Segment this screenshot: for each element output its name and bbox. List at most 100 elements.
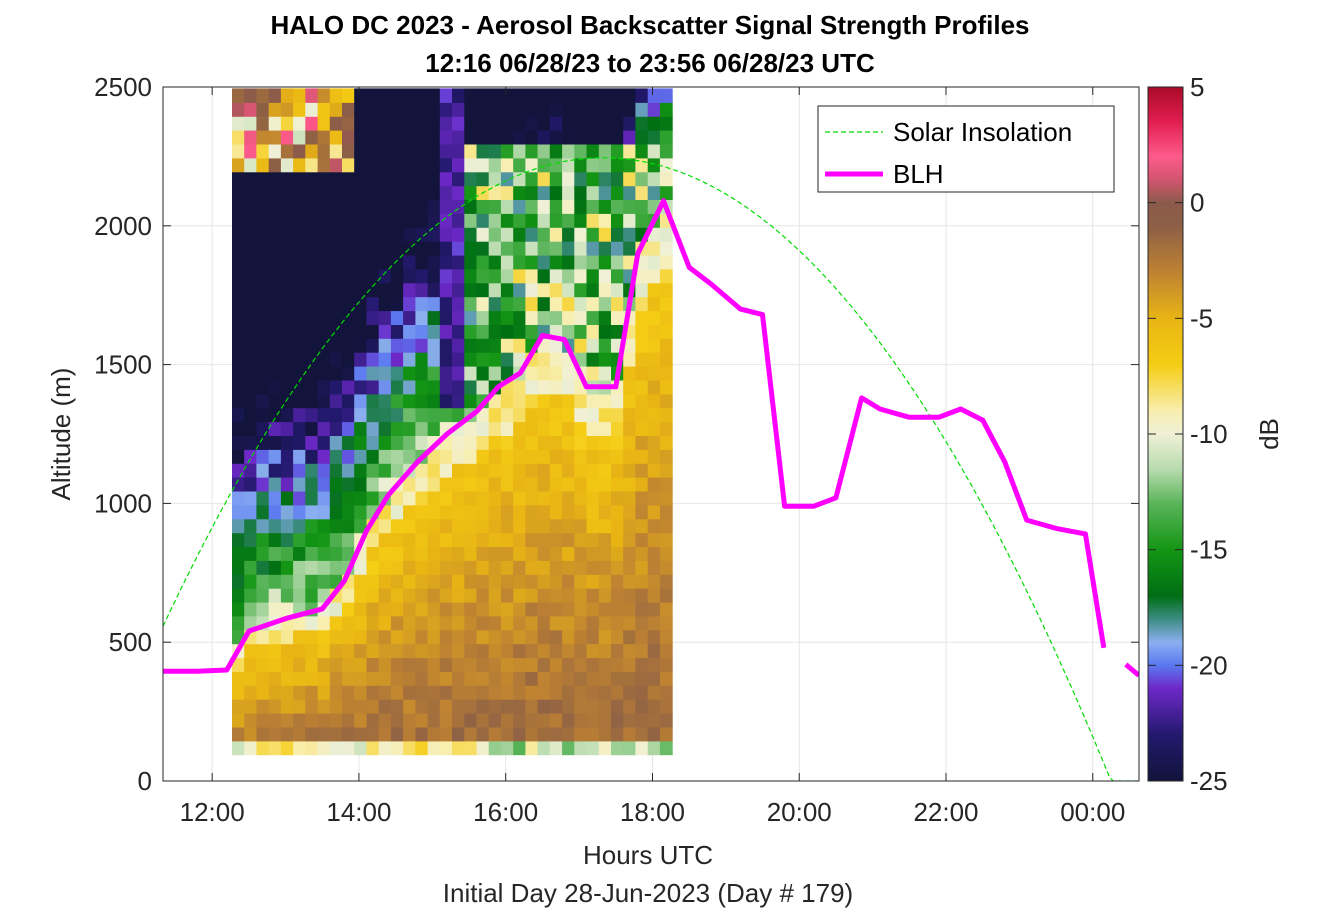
heatmap-cell: [647, 463, 661, 478]
heatmap-cell: [439, 615, 453, 631]
heatmap-cell: [415, 407, 429, 423]
heatmap-cell: [452, 296, 465, 312]
heatmap-cell: [268, 560, 282, 575]
heatmap-cell: [317, 241, 331, 256]
heatmap-cell: [476, 643, 490, 659]
heatmap-cell: [427, 671, 441, 686]
heatmap-cell: [464, 463, 478, 478]
heatmap-cell: [659, 546, 673, 561]
heatmap-cell: [342, 504, 355, 520]
heatmap-cell: [403, 130, 416, 145]
heatmap-cell: [586, 157, 600, 173]
heatmap-cell: [378, 241, 392, 256]
heatmap-cell: [342, 699, 355, 714]
heatmap-cell: [586, 310, 600, 325]
heatmap-cell: [305, 532, 319, 547]
colorbar-tick-label: 5: [1190, 72, 1204, 102]
heatmap-cell: [415, 629, 429, 645]
heatmap-cell: [354, 643, 367, 659]
heatmap-cell: [659, 421, 673, 436]
heatmap-cell: [549, 588, 563, 603]
heatmap-cell: [500, 157, 514, 173]
heatmap-cell: [647, 671, 661, 686]
heatmap-cell: [549, 227, 563, 242]
heatmap-cell: [427, 379, 441, 395]
heatmap-cell: [232, 449, 245, 464]
heatmap-cell: [464, 629, 478, 645]
heatmap-cell: [635, 713, 649, 728]
heatmap-cell: [244, 310, 257, 325]
heatmap-cell: [378, 268, 392, 284]
heatmap-cell: [366, 671, 380, 686]
heatmap-cell: [293, 171, 306, 187]
heatmap-cell: [268, 477, 282, 492]
heatmap-cell: [390, 241, 404, 256]
heatmap-cell: [390, 88, 404, 103]
heatmap-cell: [537, 740, 551, 756]
heatmap-cell: [659, 324, 673, 339]
blh-line-segment-2: [1124, 662, 1139, 678]
heatmap-cell: [537, 199, 551, 214]
heatmap-cell: [439, 726, 453, 742]
heatmap-cell: [354, 574, 367, 589]
heatmap-cell: [537, 143, 551, 159]
heatmap-cell: [659, 102, 673, 117]
heatmap-cell: [452, 449, 465, 464]
heatmap-cell: [598, 310, 612, 325]
heatmap-cell: [280, 88, 294, 103]
heatmap-cell: [342, 713, 355, 728]
heatmap-cell: [378, 338, 392, 353]
heatmap-cell: [586, 574, 600, 589]
heatmap-cell: [403, 643, 416, 659]
heatmap-cell: [635, 421, 649, 436]
heatmap-cell: [403, 546, 416, 561]
heatmap-cell: [293, 490, 306, 506]
heatmap-cell: [549, 574, 563, 589]
heatmap-cell: [427, 726, 441, 742]
y-tick-label: 2500: [94, 72, 152, 102]
heatmap-cell: [232, 504, 245, 520]
heatmap-cell: [342, 213, 355, 228]
heatmap-cell: [635, 435, 649, 450]
heatmap-cell: [635, 615, 649, 631]
heatmap-cell: [232, 379, 245, 395]
heatmap-cell: [452, 615, 465, 631]
heatmap-cell: [378, 130, 392, 145]
heatmap-cell: [488, 241, 502, 256]
heatmap-cell: [415, 241, 429, 256]
heatmap-cell: [659, 615, 673, 631]
heatmap-cell: [464, 671, 478, 686]
heatmap-cell: [635, 366, 649, 381]
heatmap-cell: [439, 740, 453, 756]
heatmap-cell: [562, 379, 575, 395]
heatmap-cell: [476, 657, 490, 672]
x-axis-label: Hours UTC: [583, 840, 713, 870]
heatmap-cell: [574, 740, 588, 756]
heatmap-cell: [390, 629, 404, 645]
heatmap-cell: [244, 296, 257, 312]
heatmap-cell: [403, 518, 416, 534]
heatmap-cell: [378, 407, 392, 423]
heatmap-cell: [586, 713, 600, 728]
heatmap-cell: [635, 282, 649, 298]
heatmap-cell: [232, 699, 245, 714]
heatmap-cell: [500, 227, 514, 242]
heatmap-cell: [256, 504, 270, 520]
heatmap-cell: [268, 143, 282, 159]
heatmap-cell: [598, 449, 612, 464]
heatmap-cell: [635, 143, 649, 159]
heatmap-cell: [293, 657, 306, 672]
heatmap-cell: [317, 435, 331, 450]
heatmap-cell: [452, 671, 465, 686]
heatmap-cell: [439, 130, 453, 145]
heatmap-cell: [586, 366, 600, 381]
heatmap-cell: [305, 588, 319, 603]
heatmap-cell: [317, 102, 331, 117]
heatmap-cell: [232, 435, 245, 450]
heatmap-cell: [635, 407, 649, 423]
heatmap-cell: [488, 504, 502, 520]
heatmap-cell: [452, 477, 465, 492]
heatmap-cell: [635, 740, 649, 756]
heatmap-cell: [452, 199, 465, 214]
heatmap-cell: [659, 241, 673, 256]
